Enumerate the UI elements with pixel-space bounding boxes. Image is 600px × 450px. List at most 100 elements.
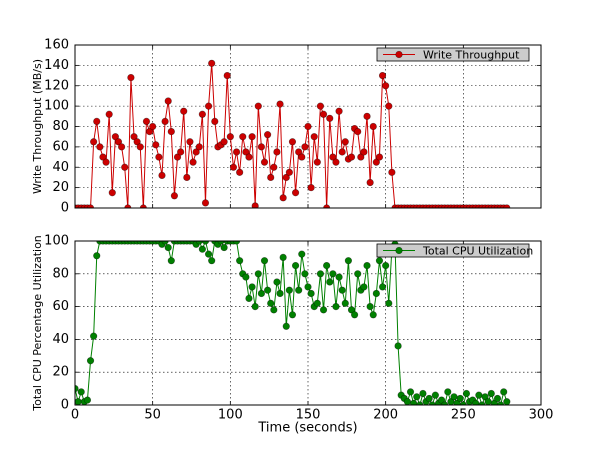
data-point bbox=[158, 171, 166, 179]
data-point bbox=[152, 141, 160, 149]
data-point bbox=[313, 158, 321, 166]
data-point bbox=[242, 273, 250, 281]
data-point bbox=[382, 82, 390, 90]
data-point bbox=[136, 143, 144, 151]
data-point bbox=[260, 158, 269, 166]
data-point bbox=[270, 163, 278, 171]
data-point bbox=[167, 127, 175, 136]
data-point bbox=[304, 122, 312, 131]
data-point bbox=[164, 97, 172, 105]
x-tick-label: 300 bbox=[529, 408, 554, 423]
data-point bbox=[484, 398, 492, 405]
legend-box bbox=[376, 243, 530, 258]
data-point bbox=[204, 250, 213, 258]
data-point bbox=[86, 357, 95, 365]
data-point bbox=[285, 168, 293, 176]
data-point bbox=[211, 117, 219, 126]
x-tick-label: 50 bbox=[144, 408, 161, 423]
y-tick-label: 60 bbox=[52, 139, 69, 154]
data-point bbox=[487, 389, 495, 398]
data-point bbox=[254, 270, 262, 278]
y-tick-label: 160 bbox=[44, 38, 69, 53]
data-point bbox=[208, 257, 216, 265]
x-tick-label: 100 bbox=[218, 408, 243, 423]
data-point bbox=[403, 398, 412, 405]
data-point bbox=[102, 158, 110, 166]
data-point bbox=[313, 299, 321, 307]
y-tick-label: 60 bbox=[52, 299, 69, 314]
data-point bbox=[279, 253, 287, 261]
y-tick-label: 80 bbox=[52, 266, 69, 281]
series-line bbox=[75, 63, 507, 208]
data-point bbox=[164, 243, 172, 252]
data-point bbox=[354, 270, 362, 278]
y-tick-label: 80 bbox=[52, 119, 69, 134]
data-point bbox=[416, 401, 424, 405]
data-point bbox=[332, 303, 340, 311]
data-point bbox=[363, 112, 371, 120]
data-point bbox=[319, 110, 328, 118]
data-point bbox=[226, 133, 234, 141]
data-point bbox=[201, 199, 210, 207]
y-tick-label: 40 bbox=[52, 160, 69, 175]
data-point bbox=[267, 299, 275, 307]
data-point bbox=[378, 283, 387, 291]
data-point bbox=[338, 286, 346, 294]
data-point bbox=[170, 192, 179, 200]
y-tick-label: 20 bbox=[52, 180, 69, 195]
plot-area bbox=[75, 241, 511, 405]
x-axis-label: Time (seconds) bbox=[257, 421, 357, 436]
data-point bbox=[385, 299, 393, 307]
data-point bbox=[282, 322, 290, 330]
data-point bbox=[338, 148, 346, 156]
legend-marker bbox=[395, 246, 403, 255]
data-point bbox=[198, 245, 206, 253]
legend-box bbox=[376, 47, 530, 62]
x-tick-label: 250 bbox=[451, 408, 476, 423]
data-point bbox=[472, 399, 480, 405]
data-point bbox=[298, 250, 306, 258]
data-point bbox=[217, 241, 225, 245]
data-point bbox=[273, 278, 281, 286]
data-point bbox=[155, 153, 163, 161]
data-point bbox=[316, 102, 325, 110]
data-point bbox=[77, 388, 85, 396]
data-point bbox=[264, 286, 272, 294]
data-point bbox=[301, 270, 309, 278]
data-point bbox=[236, 257, 244, 265]
data-point bbox=[248, 133, 256, 141]
data-point bbox=[310, 133, 318, 141]
data-point bbox=[298, 153, 306, 161]
data-point bbox=[475, 391, 483, 399]
data-point bbox=[394, 342, 402, 350]
data-point bbox=[273, 148, 281, 156]
data-point bbox=[459, 401, 467, 405]
data-point bbox=[291, 262, 300, 270]
data-point bbox=[108, 189, 116, 197]
data-point bbox=[335, 107, 343, 115]
data-point bbox=[344, 257, 352, 265]
y-tick-label: 140 bbox=[44, 58, 69, 73]
data-point bbox=[167, 257, 175, 265]
data-point bbox=[372, 289, 380, 298]
data-point bbox=[75, 398, 82, 405]
data-point bbox=[450, 393, 458, 401]
data-point bbox=[354, 127, 362, 136]
data-point bbox=[500, 388, 508, 396]
x-tick-label: 150 bbox=[296, 408, 321, 423]
data-point bbox=[341, 299, 349, 307]
data-point bbox=[369, 311, 377, 319]
x-tick-label: 200 bbox=[373, 408, 398, 423]
data-point bbox=[279, 194, 287, 202]
y-tick-label: 120 bbox=[44, 78, 69, 93]
data-point bbox=[195, 143, 203, 151]
data-point bbox=[142, 117, 151, 126]
data-point bbox=[413, 393, 421, 401]
legend-marker bbox=[395, 50, 403, 59]
data-point bbox=[180, 107, 188, 115]
y-tick-label: 0 bbox=[61, 201, 69, 216]
data-point bbox=[248, 283, 256, 291]
axes-frame bbox=[74, 240, 542, 406]
data-point bbox=[307, 289, 315, 298]
